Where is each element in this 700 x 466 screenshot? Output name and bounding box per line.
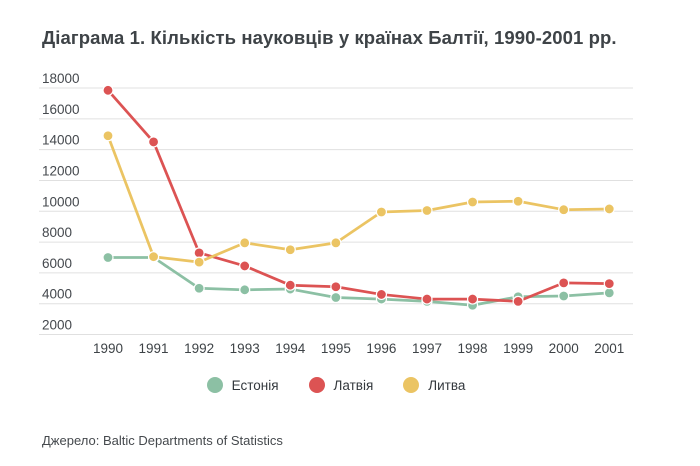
x-tick-label: 2001 xyxy=(594,341,624,356)
y-tick-label: 6000 xyxy=(42,256,72,271)
y-tick-label: 4000 xyxy=(42,287,72,302)
data-point-Латвія-1999[interactable] xyxy=(512,295,524,307)
data-point-Естонія-1992[interactable] xyxy=(193,282,205,294)
data-point-Литва-1996[interactable] xyxy=(375,206,388,218)
x-tick-label: 1991 xyxy=(139,341,169,356)
data-point-Литва-1994[interactable] xyxy=(284,244,296,256)
y-tick-label: 16000 xyxy=(42,102,80,117)
x-tick-label: 1993 xyxy=(230,341,260,356)
data-point-Латвія-2000[interactable] xyxy=(558,277,570,289)
series-line-Латвія xyxy=(106,88,611,303)
y-tick-label: 8000 xyxy=(42,225,72,240)
data-point-Естонія-1995[interactable] xyxy=(330,291,342,304)
data-point-Литва-1993[interactable] xyxy=(239,237,251,249)
series-line-Литва xyxy=(106,134,611,264)
x-tick-label: 2000 xyxy=(549,341,579,356)
line-chart: 2000 4000 6000 8000 10000 12000 14000 16000 1800… xyxy=(39,71,633,356)
x-tick-label: 1997 xyxy=(412,341,442,356)
data-point-Литва-1999[interactable] xyxy=(512,195,524,207)
x-tick-label: 1996 xyxy=(366,341,396,356)
data-point-Литва-1992[interactable] xyxy=(193,256,205,268)
chart-legend: Естонія Латвія Литва xyxy=(0,377,672,393)
data-point-Латвія-1997[interactable] xyxy=(421,293,433,305)
data-point-Латвія-1996[interactable] xyxy=(375,288,388,301)
x-tick-label: 1998 xyxy=(458,341,488,356)
data-point-Литва-1995[interactable] xyxy=(330,237,342,249)
data-point-Латвія-1995[interactable] xyxy=(330,281,342,293)
y-tick-label: 14000 xyxy=(42,133,80,148)
estonia-series-swatch-icon xyxy=(206,377,223,393)
data-point-Латвія-1992[interactable] xyxy=(193,247,205,259)
data-point-Естонія-1993[interactable] xyxy=(239,284,251,296)
legend-label-latvia: Латвія xyxy=(333,377,374,393)
legend-label-lithuania: Литва xyxy=(428,377,466,393)
data-point-Латвія-1994[interactable] xyxy=(284,279,296,291)
data-point-Латвія-1993[interactable] xyxy=(239,260,251,272)
latvia-series-swatch-icon xyxy=(308,377,325,393)
data-point-Литва-1998[interactable] xyxy=(466,196,479,208)
data-point-Латвія-1991[interactable] xyxy=(147,136,160,148)
data-point-Литва-1991[interactable] xyxy=(147,251,160,263)
y-tick-label: 10000 xyxy=(42,194,80,209)
y-tick-label: 2000 xyxy=(42,318,72,333)
x-tick-label: 1990 xyxy=(93,341,123,356)
x-tick-label: 1992 xyxy=(184,341,214,356)
x-tick-label: 1995 xyxy=(321,341,351,356)
data-point-Литва-1990[interactable] xyxy=(102,130,114,142)
chart-title: Діаграма 1. Кількість науковців у країна… xyxy=(42,27,617,48)
data-point-Литва-1997[interactable] xyxy=(421,204,433,217)
data-point-Естонія-2000[interactable] xyxy=(558,290,570,302)
legend-item-estonia: Естонія xyxy=(206,377,279,393)
legend-label-estonia: Естонія xyxy=(231,377,279,393)
data-point-Латвія-1998[interactable] xyxy=(466,293,479,305)
legend-item-lithuania: Литва xyxy=(403,377,465,393)
y-tick-label: 18000 xyxy=(42,71,80,86)
x-tick-label: 1999 xyxy=(503,341,533,356)
x-tick-label: 1994 xyxy=(275,341,306,356)
data-point-Литва-2000[interactable] xyxy=(558,204,570,216)
source-note: Джерело: Baltic Departments of Statistic… xyxy=(42,433,283,448)
series-line-Естонія xyxy=(106,256,611,307)
data-point-Естонія-2001[interactable] xyxy=(603,287,615,299)
lithuania-series-swatch-icon xyxy=(403,377,420,393)
data-point-Латвія-1990[interactable] xyxy=(102,84,114,96)
data-point-Литва-2001[interactable] xyxy=(603,203,615,215)
y-tick-label: 12000 xyxy=(42,163,80,178)
legend-item-latvia: Латвія xyxy=(308,377,374,393)
data-point-Естонія-1990[interactable] xyxy=(102,251,114,264)
data-point-Латвія-2001[interactable] xyxy=(603,278,615,290)
